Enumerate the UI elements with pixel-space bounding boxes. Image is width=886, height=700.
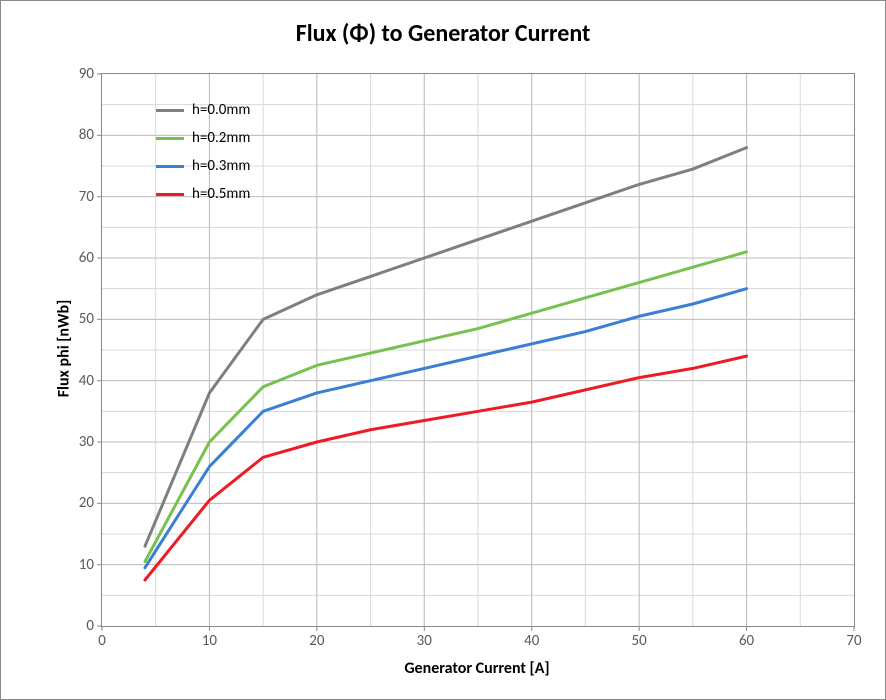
legend: h=0.0mm h=0.2mm h=0.3mm h=0.5mm	[156, 101, 250, 213]
legend-item: h=0.5mm	[156, 185, 250, 203]
legend-item: h=0.3mm	[156, 157, 250, 175]
chart-title: Flux (Φ) to Generator Current	[1, 19, 885, 48]
x-tick-label: 10	[202, 632, 217, 650]
legend-label: h=0.0mm	[192, 101, 250, 119]
x-tick-label: 30	[417, 632, 432, 650]
legend-swatch	[156, 193, 184, 196]
y-tick-label: 80	[79, 126, 94, 144]
legend-swatch	[156, 165, 184, 168]
y-tick-label: 90	[79, 65, 94, 83]
legend-swatch	[156, 137, 184, 140]
chart-container: Flux (Φ) to Generator Current Flux phi […	[0, 0, 886, 700]
x-tick-label: 70	[846, 632, 861, 650]
x-tick-label: 20	[309, 632, 324, 650]
y-tick-label: 10	[79, 556, 94, 574]
x-tick-label: 60	[739, 632, 754, 650]
legend-item: h=0.0mm	[156, 101, 250, 119]
x-tick-label: 40	[524, 632, 539, 650]
y-tick-label: 70	[79, 188, 94, 206]
series-line	[145, 252, 747, 562]
series-line	[145, 356, 747, 580]
legend-swatch	[156, 109, 184, 112]
legend-item: h=0.2mm	[156, 129, 250, 147]
y-tick-label: 0	[86, 617, 94, 635]
y-axis-label: Flux phi [nWb]	[54, 300, 73, 398]
series-line	[145, 289, 747, 568]
legend-label: h=0.3mm	[192, 157, 250, 175]
legend-label: h=0.5mm	[192, 185, 250, 203]
y-tick-label: 50	[79, 310, 94, 328]
legend-label: h=0.2mm	[192, 129, 250, 147]
y-tick-label: 60	[79, 249, 94, 267]
y-tick-label: 40	[79, 372, 94, 390]
y-tick-label: 30	[79, 433, 94, 451]
x-axis-label: Generator Current [A]	[101, 659, 853, 678]
x-tick-label: 50	[632, 632, 647, 650]
x-tick-label: 0	[98, 632, 106, 650]
y-tick-label: 20	[79, 494, 94, 512]
